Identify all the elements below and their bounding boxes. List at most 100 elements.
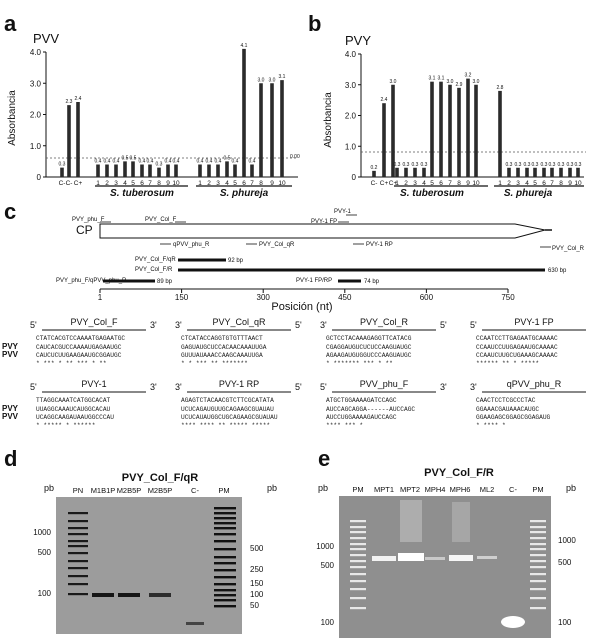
gel-d-sample-band [92,593,114,597]
gel-d-unit-right: pb [267,483,277,493]
gel-e-ladder-band [350,531,366,534]
alignment-conservation: * ******* *** * ** [326,360,393,367]
alignment-start-label: 5' [320,382,327,392]
chart-b-group-phureja: S. phureja [504,188,553,199]
row-label-pvy: PVY [2,404,19,413]
chart-a-value-label: 0.4 [139,159,146,165]
chart-a-xtick-label: 5 [131,180,135,187]
gel-e-ladder-band [530,607,546,610]
chart-a-xtick-label: 6 [140,180,144,187]
chart-b-bar [507,167,511,177]
chart-a-bar [76,102,80,177]
chart-a-bar [123,161,127,177]
panel-letter-b: b [308,11,321,36]
alignment-end-label: 5' [440,320,447,330]
chart-a-xtick-label: 7 [148,180,152,187]
gel-e-ladder-band [530,548,546,551]
chart-b-bar [466,78,470,177]
chart-a-bar [105,164,109,177]
chart-b-xtick-label: 3 [413,180,417,187]
chart-a-xtick-label: 4 [225,180,229,187]
chart-a-value-label: 0.3 [59,162,66,168]
chart-b-xtick-label: 4 [525,180,529,187]
gel-d-left-marker: 100 [38,589,52,598]
chart-a-value-label: 0.4 [197,159,204,165]
alignment-ref-seq: AGAGTCTACAACGTCTTCGCATATA [181,397,274,404]
gel-d-lane-label: C- [191,486,199,495]
chart-a-xtick-label: C+ [74,180,83,187]
gel-e-ladder-band [350,548,366,551]
gel-e-right-marker: 100 [558,618,572,627]
chart-a-bar [259,83,263,177]
chart-a-bar [280,80,284,177]
gel-d-ladder-band [68,560,88,563]
chart-a-value-label: 0.4 [165,159,172,165]
chart-a-group-phureja: S. phureja [220,188,269,199]
chart-a-xtick-label: 7 [250,180,254,187]
chart-b-xtick-label: 9 [568,180,572,187]
chart-b-bar [516,167,520,177]
gel-e-lane-label: MPT1 [374,485,394,494]
chart-b-value-label: 3.0 [447,79,454,85]
chart-a-bar [140,164,144,177]
chart-b-bar [576,167,580,177]
alignment-pvv-seq: GGAAGAGCGGAGCGGAGAUG [476,414,551,421]
chart-a-bar [131,161,135,177]
gel-d-ladder-band [214,589,236,592]
chart-a-bar [270,83,274,177]
gel-e-title: PVY_Col_F/R [424,467,494,479]
gel-d-sample-band [149,593,171,597]
alignment-pvv-seq: AGAAGAUGUGGUCCCAAGUAUGC [326,352,412,359]
chart-a-bar [174,164,178,177]
chart-a-bar [157,167,161,177]
gel-d-ladder-band [214,548,236,551]
alignment-pvy-seq: CCAAUCCUUGAGAAUGCAAAAC [476,344,558,351]
primer-pvy-col-f: PVY_Col_F [145,217,177,223]
gel-d-lane-label: PM [218,486,229,495]
gel-d-lane-label: PN [73,486,83,495]
alignment-pvv-seq: CAUCUCUUGAAGAAUGCGGAUGC [36,352,122,359]
row-label-pvy: PVY [2,342,19,351]
alignment-pvy-seq: GGAAACGAUAAACAUGC [476,406,539,413]
chart-b-value-label: 0.3 [549,162,556,168]
gel-d-ladder-band [214,569,236,572]
alignment-end-label: 5' [295,320,302,330]
chart-a-ytick-label: 3.0 [30,79,42,88]
gel-e-ladder-band [350,580,366,583]
chart-a-bar [225,161,229,177]
chart-b-value-label: 0.3 [558,162,565,168]
alignment-pvy-seq: CGAGGAUGUCUCUCCAAGUAUGC [326,344,412,351]
chart-a-xtick-label: 8 [259,180,263,187]
chart-b-xtick-label: 3 [516,180,520,187]
chart-b-value-label: 0.3 [403,162,410,168]
chart-b-xtick-label: 8 [457,180,461,187]
chart-a-xtick-label: 2 [207,180,211,187]
chart-a-bar [250,164,254,177]
gel-e-ladder-band [530,580,546,583]
gel-e-lane-label: PM [352,485,363,494]
alignment-conservation: **** *** * [326,422,363,429]
chart-b-bar [550,167,554,177]
chart-a-bar [207,164,211,177]
alignment-block: 5' 3' PVV_phu_F ATGCTGGAAAAGATCCAGC AUCCAGCA… [320,379,447,429]
gel-e-ladder-band [350,607,366,610]
chart-b-value-label: 3.2 [465,73,472,79]
alignment-ref-seq: CCAATCCTTGAGAATGCAAAAC [476,335,558,342]
gel-d-ladder-band [214,533,236,536]
gel-e-image [339,496,551,638]
chart-a-bar [233,164,237,177]
panel-a-bar-chart: a PVV Absorbancia 0 1.0 2.0 3.0 4.0 0.3 2.32.… [4,11,300,199]
panel-e-gel: e PVY_Col_F/R pb pb PM MPT1 MPT2 MPH4 MPH6 ML… [316,446,576,638]
chart-a-value-label: 2.3 [66,99,73,105]
gel-d-ladder-band [214,522,236,525]
chart-b-xtick-label: C+ [380,180,389,187]
primer-pvy-1-fp: PVY-1 FP [311,219,337,225]
chart-b-xtick-label: 8 [559,180,563,187]
alignment-start-label: 3' [320,320,327,330]
alignment-conservation: * ***** * ****** [36,422,95,429]
chart-b-ytick-label: 4.0 [345,50,357,59]
alignment-conservation: **** **** ** ***** ***** [181,422,270,429]
alignment-end-label: 3' [150,382,157,392]
nt-axis-label: Posición (nt) [271,301,332,313]
alignment-ref-seq: CTCATACCAGGTGTGTTTAACT [181,335,263,342]
